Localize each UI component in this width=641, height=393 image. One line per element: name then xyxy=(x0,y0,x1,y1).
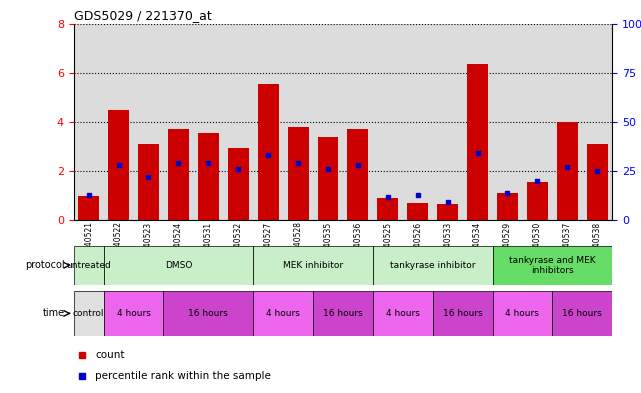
Bar xyxy=(463,24,492,220)
Bar xyxy=(492,246,612,285)
Bar xyxy=(317,136,338,220)
Bar xyxy=(433,24,463,220)
Bar xyxy=(258,84,279,220)
Text: count: count xyxy=(96,350,125,360)
Bar xyxy=(582,24,612,220)
Bar xyxy=(587,144,608,220)
Bar xyxy=(557,122,578,220)
Text: percentile rank within the sample: percentile rank within the sample xyxy=(96,371,271,381)
Text: tankyrase inhibitor: tankyrase inhibitor xyxy=(390,261,476,270)
Bar xyxy=(253,291,313,336)
Text: 16 hours: 16 hours xyxy=(188,309,228,318)
Bar xyxy=(553,291,612,336)
Bar xyxy=(74,24,104,220)
Bar xyxy=(253,246,373,285)
Bar xyxy=(403,24,433,220)
Bar xyxy=(108,110,129,220)
Bar xyxy=(74,291,104,336)
Bar xyxy=(253,24,283,220)
Text: tankyrase and MEK
inhibitors: tankyrase and MEK inhibitors xyxy=(509,255,595,275)
Bar xyxy=(492,24,522,220)
Bar xyxy=(378,198,398,220)
Text: protocol: protocol xyxy=(25,260,65,270)
Bar xyxy=(104,291,163,336)
Text: 16 hours: 16 hours xyxy=(443,309,483,318)
Bar xyxy=(168,129,189,220)
Bar xyxy=(198,133,219,220)
Bar xyxy=(343,24,373,220)
Text: untreated: untreated xyxy=(66,261,111,270)
Bar xyxy=(553,24,582,220)
Text: 4 hours: 4 hours xyxy=(386,309,420,318)
Bar xyxy=(283,24,313,220)
Text: 4 hours: 4 hours xyxy=(506,309,539,318)
Bar xyxy=(407,203,428,220)
Bar xyxy=(347,129,369,220)
Text: GDS5029 / 221370_at: GDS5029 / 221370_at xyxy=(74,9,212,22)
Bar xyxy=(104,246,253,285)
Bar xyxy=(527,182,548,220)
Bar xyxy=(194,24,223,220)
Bar xyxy=(313,291,373,336)
Bar xyxy=(373,24,403,220)
Bar xyxy=(163,291,253,336)
Bar xyxy=(437,204,458,220)
Bar xyxy=(104,24,133,220)
Text: 16 hours: 16 hours xyxy=(562,309,602,318)
Bar xyxy=(467,64,488,220)
Text: control: control xyxy=(73,309,104,318)
Text: 16 hours: 16 hours xyxy=(323,309,363,318)
Text: 4 hours: 4 hours xyxy=(266,309,300,318)
Bar xyxy=(313,24,343,220)
Bar xyxy=(492,291,553,336)
Bar xyxy=(74,246,104,285)
Text: MEK inhibitor: MEK inhibitor xyxy=(283,261,343,270)
Bar xyxy=(433,291,492,336)
Text: DMSO: DMSO xyxy=(165,261,192,270)
Bar xyxy=(223,24,253,220)
Bar xyxy=(138,144,159,220)
Bar xyxy=(228,148,249,220)
Text: time: time xyxy=(42,309,65,318)
Bar xyxy=(497,193,518,220)
Bar xyxy=(78,195,99,220)
Bar xyxy=(373,246,492,285)
Bar xyxy=(133,24,163,220)
Bar xyxy=(522,24,553,220)
Bar xyxy=(373,291,433,336)
Text: 4 hours: 4 hours xyxy=(117,309,151,318)
Bar xyxy=(288,127,308,220)
Bar xyxy=(163,24,194,220)
